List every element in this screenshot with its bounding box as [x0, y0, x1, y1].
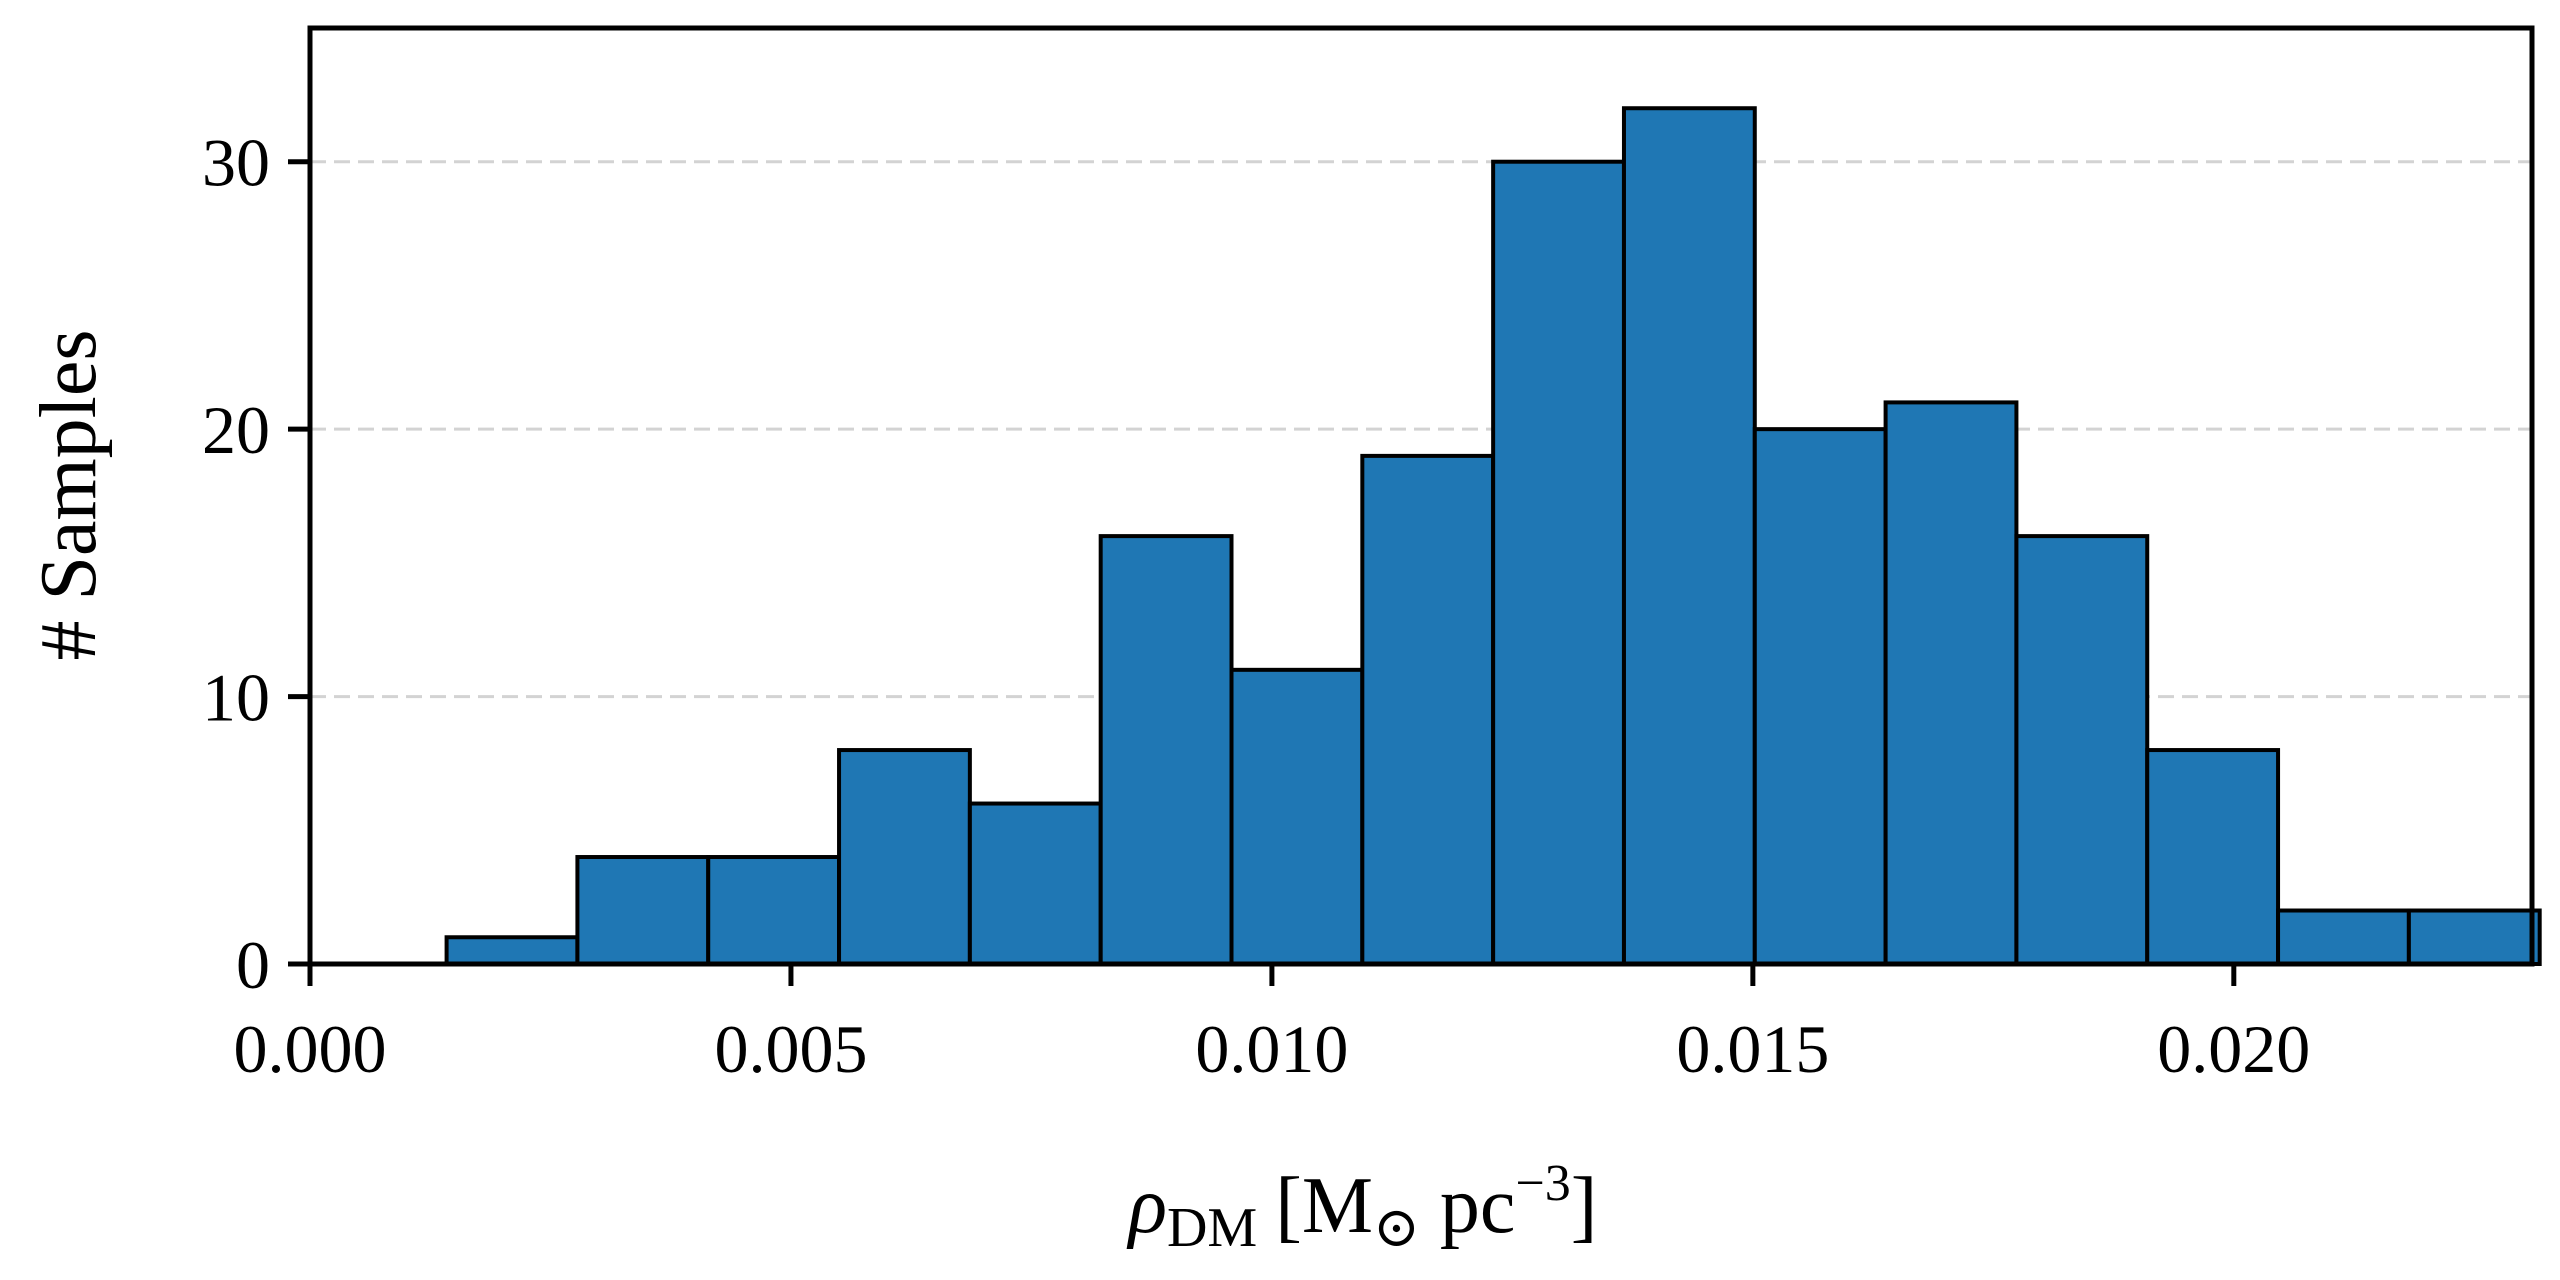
histogram-bar	[2406, 908, 2542, 966]
histogram-bar	[706, 855, 842, 966]
histogram-bar	[967, 801, 1103, 966]
x-axis-label-unit-close: ]	[1571, 1162, 1598, 1250]
x-tick-label: 0.010	[1195, 1011, 1348, 1087]
y-tick-label: 0	[236, 927, 270, 1003]
y-axis-ticks: 0 10 20 30	[202, 125, 310, 1003]
y-tick-label: 20	[202, 392, 270, 468]
x-axis-ticks: 0.000 0.005 0.010 0.015 0.020	[234, 964, 2310, 1087]
histogram-bar	[837, 748, 972, 966]
x-tick-label: 0.015	[1676, 1011, 1829, 1087]
histogram-bar	[1360, 453, 1496, 966]
x-axis-label-sun-symbol: ⊙	[1373, 1197, 1420, 1259]
x-tick-label: 0.005	[714, 1011, 867, 1087]
histogram-bar	[444, 935, 580, 966]
x-axis-label-subscript: DM	[1167, 1197, 1257, 1259]
x-tick-label: 0.000	[234, 1011, 387, 1087]
x-axis-label-exponent: −3	[1515, 1155, 1570, 1212]
x-axis-label-unit-pc: pc	[1420, 1162, 1516, 1250]
x-axis-label-symbol: ρ	[1126, 1162, 1167, 1250]
x-axis-label: ρDM [M⊙ pc−3]	[1126, 1155, 1598, 1259]
histogram-bar	[1621, 106, 1757, 966]
histogram-bar	[1229, 667, 1365, 966]
histogram-bar	[2145, 748, 2281, 966]
x-tick-label: 0.020	[2157, 1011, 2310, 1087]
y-axis-label: # Samples	[25, 329, 113, 660]
histogram-bar	[1883, 400, 2019, 966]
histogram-bar	[575, 855, 711, 966]
histogram-bars	[444, 106, 2542, 966]
histogram-bar	[1098, 534, 1234, 966]
histogram-bar	[1752, 427, 1888, 966]
histogram-bar	[1491, 159, 1626, 966]
x-axis-label-unit-open: [M	[1275, 1162, 1373, 1250]
histogram-bar	[2014, 534, 2150, 966]
histogram-bar	[2276, 908, 2411, 966]
plot-frame	[307, 25, 2535, 967]
y-tick-label: 10	[202, 660, 270, 736]
y-tick-label: 30	[202, 125, 270, 201]
